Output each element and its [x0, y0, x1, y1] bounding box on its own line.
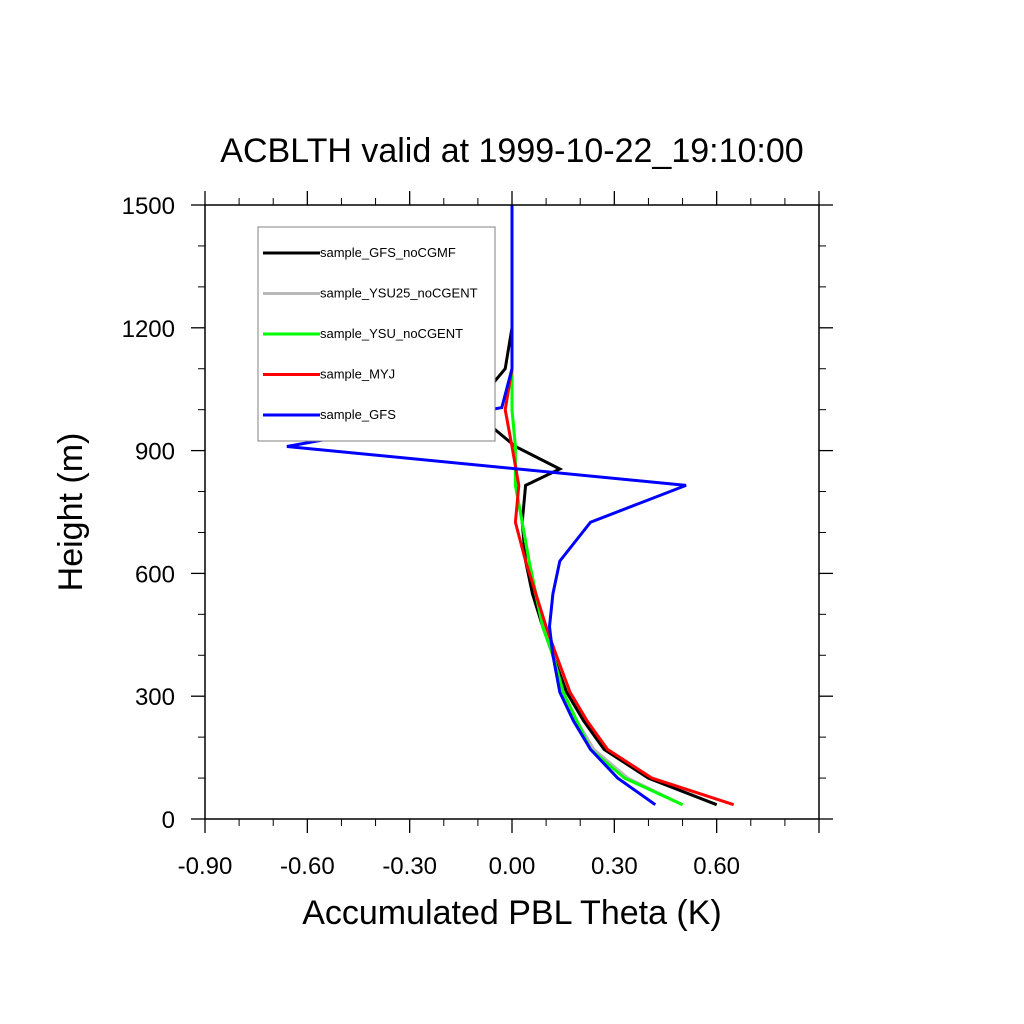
- y-tick-label: 600: [135, 561, 175, 588]
- y-axis-label: Height (m): [52, 433, 90, 592]
- y-tick-label: 1200: [122, 316, 175, 343]
- x-tick-label: 0.00: [489, 853, 536, 880]
- plot-frame: [204, 204, 820, 820]
- major-ticks: [191, 191, 833, 833]
- legend-label: sample_GFS_noCGMF: [320, 245, 456, 260]
- y-tick-label: 0: [162, 807, 175, 834]
- y-tick-label: 300: [135, 684, 175, 711]
- legend-label: sample_YSU_noCGENT: [320, 326, 463, 341]
- series-line-sample-ysu25-nocgent: [510, 205, 684, 807]
- legend-label: sample_GFS: [320, 407, 396, 422]
- tick-labels: -0.90 -0.60 -0.30 0.00 0.30 0.60 0 300 600 900 120…: [122, 193, 740, 880]
- chart-title: ACBLTH valid at 1999-10-22_19:10:00: [220, 132, 803, 170]
- legend-label: sample_MYJ: [320, 367, 395, 382]
- y-tick-label: 900: [135, 439, 175, 466]
- x-tick-label: -0.90: [178, 853, 233, 880]
- minor-ticks: [198, 198, 826, 826]
- x-tick-label: -0.60: [280, 853, 335, 880]
- y-tick-label: 1500: [122, 193, 175, 220]
- series-line-sample-myj: [503, 205, 735, 807]
- x-axis-label: Accumulated PBL Theta (K): [302, 894, 722, 932]
- legend-label: sample_YSU25_noCGENT: [320, 286, 478, 301]
- x-tick-label: 0.60: [693, 853, 740, 880]
- legend: sample_GFS_noCGMF sample_YSU25_noCGENTsam…: [257, 226, 496, 442]
- x-tick-label: 0.30: [591, 853, 638, 880]
- x-tick-label: -0.30: [382, 853, 437, 880]
- series-line-sample-ysu-nocgent: [510, 205, 684, 807]
- series-line-sample-gfs-nocgmf: [468, 205, 718, 807]
